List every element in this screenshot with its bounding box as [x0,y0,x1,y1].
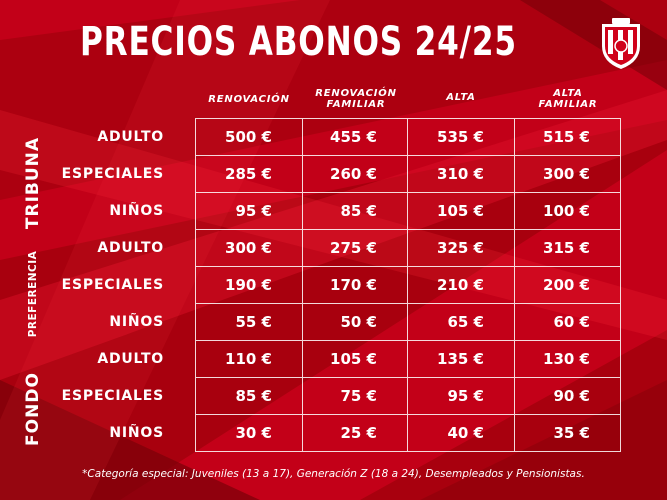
price-cell: 55 € [196,304,303,341]
price-cell: 35 € [515,415,621,452]
price-cell: 30 € [196,415,303,452]
price-cell: 40 € [408,415,515,452]
price-cell: 300 € [196,230,303,267]
price-cell: 200 € [515,267,621,304]
price-cell: 85 € [303,193,408,230]
price-cell: 315 € [515,230,621,267]
price-cell: 325 € [408,230,515,267]
price-cell: 285 € [196,156,303,193]
price-cell: 170 € [303,267,408,304]
price-cell: 515 € [515,119,621,156]
price-cell: 455 € [303,119,408,156]
page-title: PRECIOS ABONOS 24/25 [80,19,517,65]
price-cell: 275 € [303,230,408,267]
price-cell: 105 € [303,341,408,378]
price-cell: 300 € [515,156,621,193]
price-cell: 85 € [196,378,303,415]
price-cell: 95 € [196,193,303,230]
price-cell: 500 € [196,119,303,156]
price-cell: 310 € [408,156,515,193]
row-label-ninos: NIÑOS [109,314,164,330]
footnote: *Categoría especial: Juveniles (13 a 17)… [82,468,585,480]
price-table: 500 € 455 € 535 € 515 € 285 € 260 € 310 … [195,118,621,452]
row-label-especiales: ESPECIALES [61,277,164,293]
row-label-adulto: ADULTO [97,240,164,256]
price-cell: 100 € [515,193,621,230]
row-label-especiales: ESPECIALES [61,388,164,404]
column-header-renovacion-familiar: RENOVACIÓN FAMILIAR [315,88,397,110]
price-cell: 65 € [408,304,515,341]
price-cell: 110 € [196,341,303,378]
price-cell: 50 € [303,304,408,341]
section-label-fondo: FONDO [23,372,43,446]
price-cell: 105 € [408,193,515,230]
price-cell: 190 € [196,267,303,304]
column-header-renovacion: RENOVACIÓN [208,94,290,105]
row-label-adulto: ADULTO [97,351,164,367]
section-label-tribuna: TRIBUNA [23,136,43,230]
price-cell: 90 € [515,378,621,415]
price-cell: 25 € [303,415,408,452]
column-header-alta: ALTA [446,92,476,103]
row-label-ninos: NIÑOS [109,203,164,219]
crest-icon [598,16,644,70]
price-cell: 60 € [515,304,621,341]
section-label-preferencia: PREFERENCIA [27,250,39,338]
row-label-adulto: ADULTO [97,129,164,145]
column-header-alta-familiar: ALTA FAMILIAR [538,88,598,110]
price-cell: 75 € [303,378,408,415]
price-cell: 95 € [408,378,515,415]
price-cell: 130 € [515,341,621,378]
price-cell: 260 € [303,156,408,193]
row-label-ninos: NIÑOS [109,425,164,441]
price-cell: 535 € [408,119,515,156]
price-cell: 135 € [408,341,515,378]
price-cell: 210 € [408,267,515,304]
row-label-especiales: ESPECIALES [61,166,164,182]
